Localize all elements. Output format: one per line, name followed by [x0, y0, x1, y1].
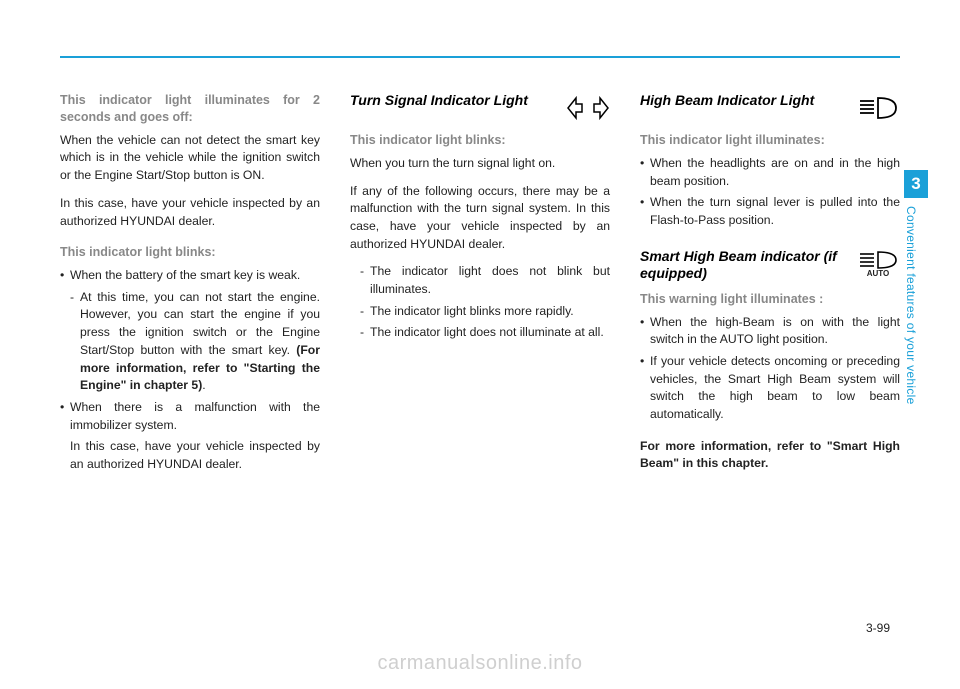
col1-para-3: In this case, have your vehicle inspecte…: [70, 438, 320, 473]
turn-signal-icon: [566, 92, 610, 124]
col3-heading-2: This warning light illuminates :: [640, 291, 900, 308]
col2-sub-2: - The indicator light blinks more rapidl…: [360, 303, 610, 321]
col2-para-2: If any of the following occurs, there ma…: [350, 183, 610, 254]
bullet-dot: •: [640, 353, 650, 424]
col3-bullet-2: • When the turn signal lever is pulled i…: [640, 194, 900, 229]
sub-text: At this time, you can not start the engi…: [80, 289, 320, 395]
bullet-dot: •: [640, 194, 650, 229]
page-number: 3-99: [866, 621, 890, 635]
high-beam-icon: [856, 92, 900, 124]
sub-text-a: At this time, you can not start the engi…: [80, 290, 320, 357]
bullet-text: When the headlights are on and in the hi…: [650, 155, 900, 190]
col1-para-1: When the vehicle can not detect the smar…: [60, 132, 320, 185]
col3-bullet-1: • When the headlights are on and in the …: [640, 155, 900, 190]
col1-bullet-2: • When there is a malfunction with the i…: [60, 399, 320, 434]
col1-para-2: In this case, have your vehicle inspecte…: [60, 195, 320, 230]
sub-dash: -: [360, 324, 370, 342]
col3-title-row-2: Smart High Beam indicator (if equipped) …: [640, 248, 900, 283]
chapter-label: Convenient features of your vehicle: [904, 206, 918, 506]
col1-bullet-1: • When the battery of the smart key is w…: [60, 267, 320, 285]
col3-title-1: High Beam Indicator Light: [640, 92, 850, 110]
sub-text: The indicator light blinks more rapidly.: [370, 303, 610, 321]
bullet-text: When the battery of the smart key is wea…: [70, 267, 320, 285]
col2-title-row: Turn Signal Indicator Light: [350, 92, 610, 124]
col2-sub-1: - The indicator light does not blink but…: [360, 263, 610, 298]
col3-title-2: Smart High Beam indicator (if equipped): [640, 248, 850, 283]
sub-text-c: .: [202, 378, 205, 392]
col3-bullet-4: • If your vehicle detects oncoming or pr…: [640, 353, 900, 424]
column-2: Turn Signal Indicator Light This indicat…: [350, 92, 610, 484]
sub-dash: -: [70, 289, 80, 395]
col3-bullet-3: • When the high-Beam is on with the ligh…: [640, 314, 900, 349]
bullet-dot: •: [60, 267, 70, 285]
bullet-dot: •: [640, 314, 650, 349]
col1-heading-2: This indicator light blinks:: [60, 244, 320, 261]
sub-dash: -: [360, 263, 370, 298]
col1-heading-1: This indicator light illuminates for 2 s…: [60, 92, 320, 126]
col2-title: Turn Signal Indicator Light: [350, 92, 560, 110]
col3-heading-1: This indicator light illuminates:: [640, 132, 900, 149]
sub-text: The indicator light does not illuminate …: [370, 324, 610, 342]
top-rule: [60, 56, 900, 58]
col2-para-1: When you turn the turn signal light on.: [350, 155, 610, 173]
col3-more-info: For more information, refer to "Smart Hi…: [640, 438, 900, 473]
chapter-number: 3: [904, 170, 928, 198]
column-1: This indicator light illuminates for 2 s…: [60, 92, 320, 484]
bullet-text: If your vehicle detects oncoming or prec…: [650, 353, 900, 424]
bullet-dot: •: [60, 399, 70, 434]
side-tab: 3 Convenient features of your vehicle: [904, 170, 928, 530]
col2-sub-3: - The indicator light does not illuminat…: [360, 324, 610, 342]
bullet-dot: •: [640, 155, 650, 190]
bullet-text: When the high-Beam is on with the light …: [650, 314, 900, 349]
col1-sub-1: - At this time, you can not start the en…: [70, 289, 320, 395]
bullet-text: When the turn signal lever is pulled int…: [650, 194, 900, 229]
bullet-text: When there is a malfunction with the imm…: [70, 399, 320, 434]
manual-page: This indicator light illuminates for 2 s…: [0, 0, 960, 689]
content-columns: This indicator light illuminates for 2 s…: [60, 92, 900, 484]
sub-dash: -: [360, 303, 370, 321]
col3-title-row-1: High Beam Indicator Light: [640, 92, 900, 124]
smart-high-beam-icon: AUTO: [856, 248, 900, 280]
col2-heading-1: This indicator light blinks:: [350, 132, 610, 149]
watermark: carmanualsonline.info: [0, 652, 960, 675]
sub-text: The indicator light does not blink but i…: [370, 263, 610, 298]
column-3: High Beam Indicator Light This indicator…: [640, 92, 900, 484]
auto-label: AUTO: [867, 270, 890, 278]
